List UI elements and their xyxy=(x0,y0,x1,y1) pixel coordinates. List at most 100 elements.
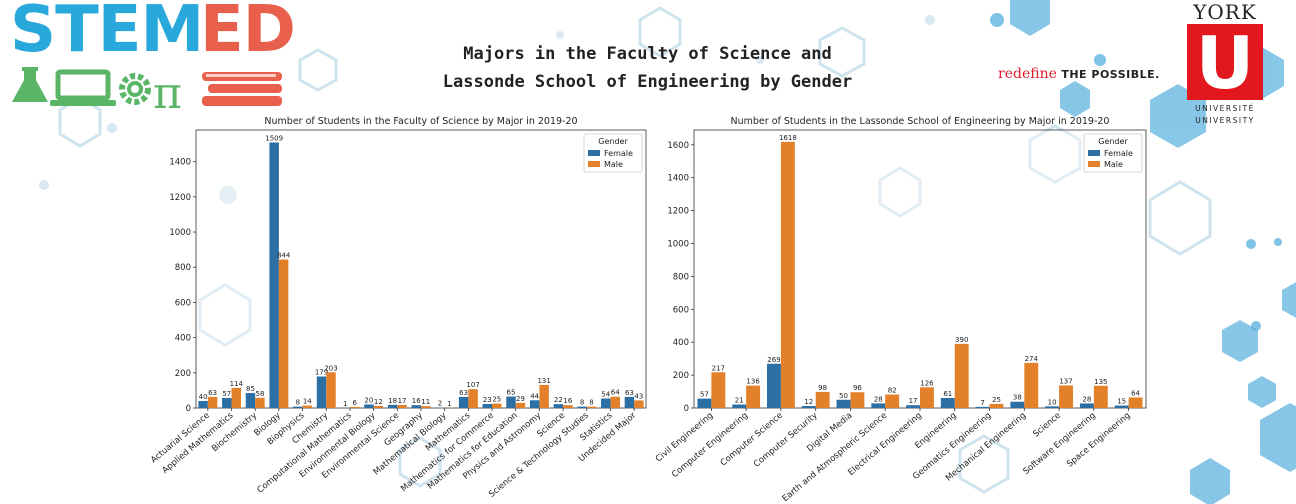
bar-value-label: 85 xyxy=(246,385,255,393)
bar-value-label: 38 xyxy=(1013,394,1022,402)
bar-female xyxy=(801,406,816,408)
bar-value-label: 1509 xyxy=(265,134,283,142)
bar-value-label: 40 xyxy=(199,393,208,401)
bar-male xyxy=(989,403,1004,408)
logo-ed-text: ED xyxy=(200,0,296,67)
bar-value-label: 14 xyxy=(303,398,312,406)
chart-title: Number of Students in the Faculty of Sci… xyxy=(264,116,577,127)
svg-text:π: π xyxy=(153,68,182,114)
chart-legend: Gender Female Male xyxy=(583,133,643,173)
tagline-possible: THE POSSIBLE. xyxy=(1061,68,1160,81)
bar-female xyxy=(529,400,540,408)
chart-legend: Gender Female Male xyxy=(1083,133,1143,173)
bar-male xyxy=(1128,397,1143,408)
legend-swatch-female xyxy=(1088,150,1100,156)
bar-male xyxy=(349,406,360,408)
plot-frame xyxy=(693,129,1147,409)
bar-female xyxy=(222,397,232,408)
bar-female xyxy=(245,393,256,408)
bar-value-label: 126 xyxy=(920,379,934,387)
bar-female xyxy=(387,404,398,408)
stemed-logo: STEM ED π xyxy=(6,0,296,114)
y-tick-label: 1200 xyxy=(667,207,689,217)
y-tick-label: 400 xyxy=(175,334,191,344)
bar-value-label: 21 xyxy=(735,397,744,405)
bar-value-label: 28 xyxy=(1082,395,1091,403)
gear-icon xyxy=(119,73,151,105)
bar-male xyxy=(954,343,969,408)
y-tick-label: 1400 xyxy=(667,174,689,184)
bar-value-label: 25 xyxy=(992,396,1001,404)
bar-male xyxy=(539,384,549,408)
y-tick-label: 1400 xyxy=(169,158,191,168)
laptop-icon xyxy=(50,69,116,106)
legend-title: Gender xyxy=(598,137,628,146)
y-tick-label: 200 xyxy=(175,369,191,379)
title-line-2: Lassonde School of Engineering by Gender xyxy=(442,72,853,92)
y-tick-label: 800 xyxy=(175,263,191,273)
bar-female xyxy=(697,398,712,408)
bar-value-label: 8 xyxy=(580,399,584,407)
bar-male xyxy=(278,259,289,408)
bar-male xyxy=(326,372,336,408)
legend-swatch-female xyxy=(588,150,600,156)
legend-label-male: Male xyxy=(1104,160,1123,169)
title-line-1: Majors in the Faculty of Science and xyxy=(463,44,832,64)
bar-value-label: 274 xyxy=(1025,355,1039,363)
bar-male xyxy=(711,372,726,408)
bar-value-label: 203 xyxy=(324,364,337,372)
bar-value-label: 43 xyxy=(634,392,643,400)
bar-male xyxy=(746,385,761,408)
bar-male xyxy=(492,403,502,408)
bar-value-label: 12 xyxy=(374,398,383,406)
bar-value-label: 10 xyxy=(1048,398,1057,406)
bar-female xyxy=(871,403,886,408)
york-tagline: redefine THE POSSIBLE. xyxy=(998,66,1160,82)
bar-female xyxy=(975,406,990,408)
bar-male xyxy=(850,392,865,408)
y-tick-label: 600 xyxy=(175,298,191,308)
legend-swatch-male xyxy=(588,161,600,167)
x-tick-label: Civil Engineering xyxy=(654,411,715,465)
bar-value-label: 17 xyxy=(398,397,407,405)
bar-female xyxy=(293,406,303,408)
bar-male xyxy=(207,396,218,408)
logo-stem-text: STEM xyxy=(10,0,204,67)
bar-female xyxy=(1079,403,1094,408)
bar-male xyxy=(586,406,597,408)
y-tick-label: 1000 xyxy=(169,228,191,238)
bar-female xyxy=(624,396,635,408)
bar-female xyxy=(458,396,469,408)
bar-male xyxy=(373,405,384,408)
y-tick-label: 600 xyxy=(673,305,689,315)
bar-value-label: 17 xyxy=(909,397,918,405)
bar-value-label: 18 xyxy=(388,397,397,405)
bar-value-label: 844 xyxy=(277,251,291,259)
bar-value-label: 114 xyxy=(230,380,244,388)
x-tick-label: Computer Science xyxy=(719,411,785,469)
bar-female xyxy=(506,396,516,408)
legend-label-female: Female xyxy=(1104,149,1133,158)
bar-value-label: 61 xyxy=(943,390,952,398)
bar-value-label: 2 xyxy=(438,400,442,408)
bar-value-label: 63 xyxy=(208,389,217,397)
bar-value-label: 8 xyxy=(296,399,300,407)
bar-female xyxy=(482,403,493,408)
bar-value-label: 44 xyxy=(530,392,539,400)
bar-value-label: 390 xyxy=(955,336,968,344)
bar-value-label: 269 xyxy=(767,356,780,364)
bar-value-label: 54 xyxy=(601,390,610,398)
bar-male xyxy=(302,405,313,408)
bar-value-label: 82 xyxy=(888,387,897,395)
bar-value-label: 107 xyxy=(466,381,479,389)
tagline-redefine: redefine xyxy=(998,66,1057,82)
bar-male xyxy=(421,406,431,408)
legend-label-male: Male xyxy=(604,160,623,169)
y-tick-label: 800 xyxy=(673,272,689,282)
bar-value-label: 217 xyxy=(712,364,725,372)
bar-male xyxy=(610,396,620,408)
bar-value-label: 12 xyxy=(804,398,813,406)
